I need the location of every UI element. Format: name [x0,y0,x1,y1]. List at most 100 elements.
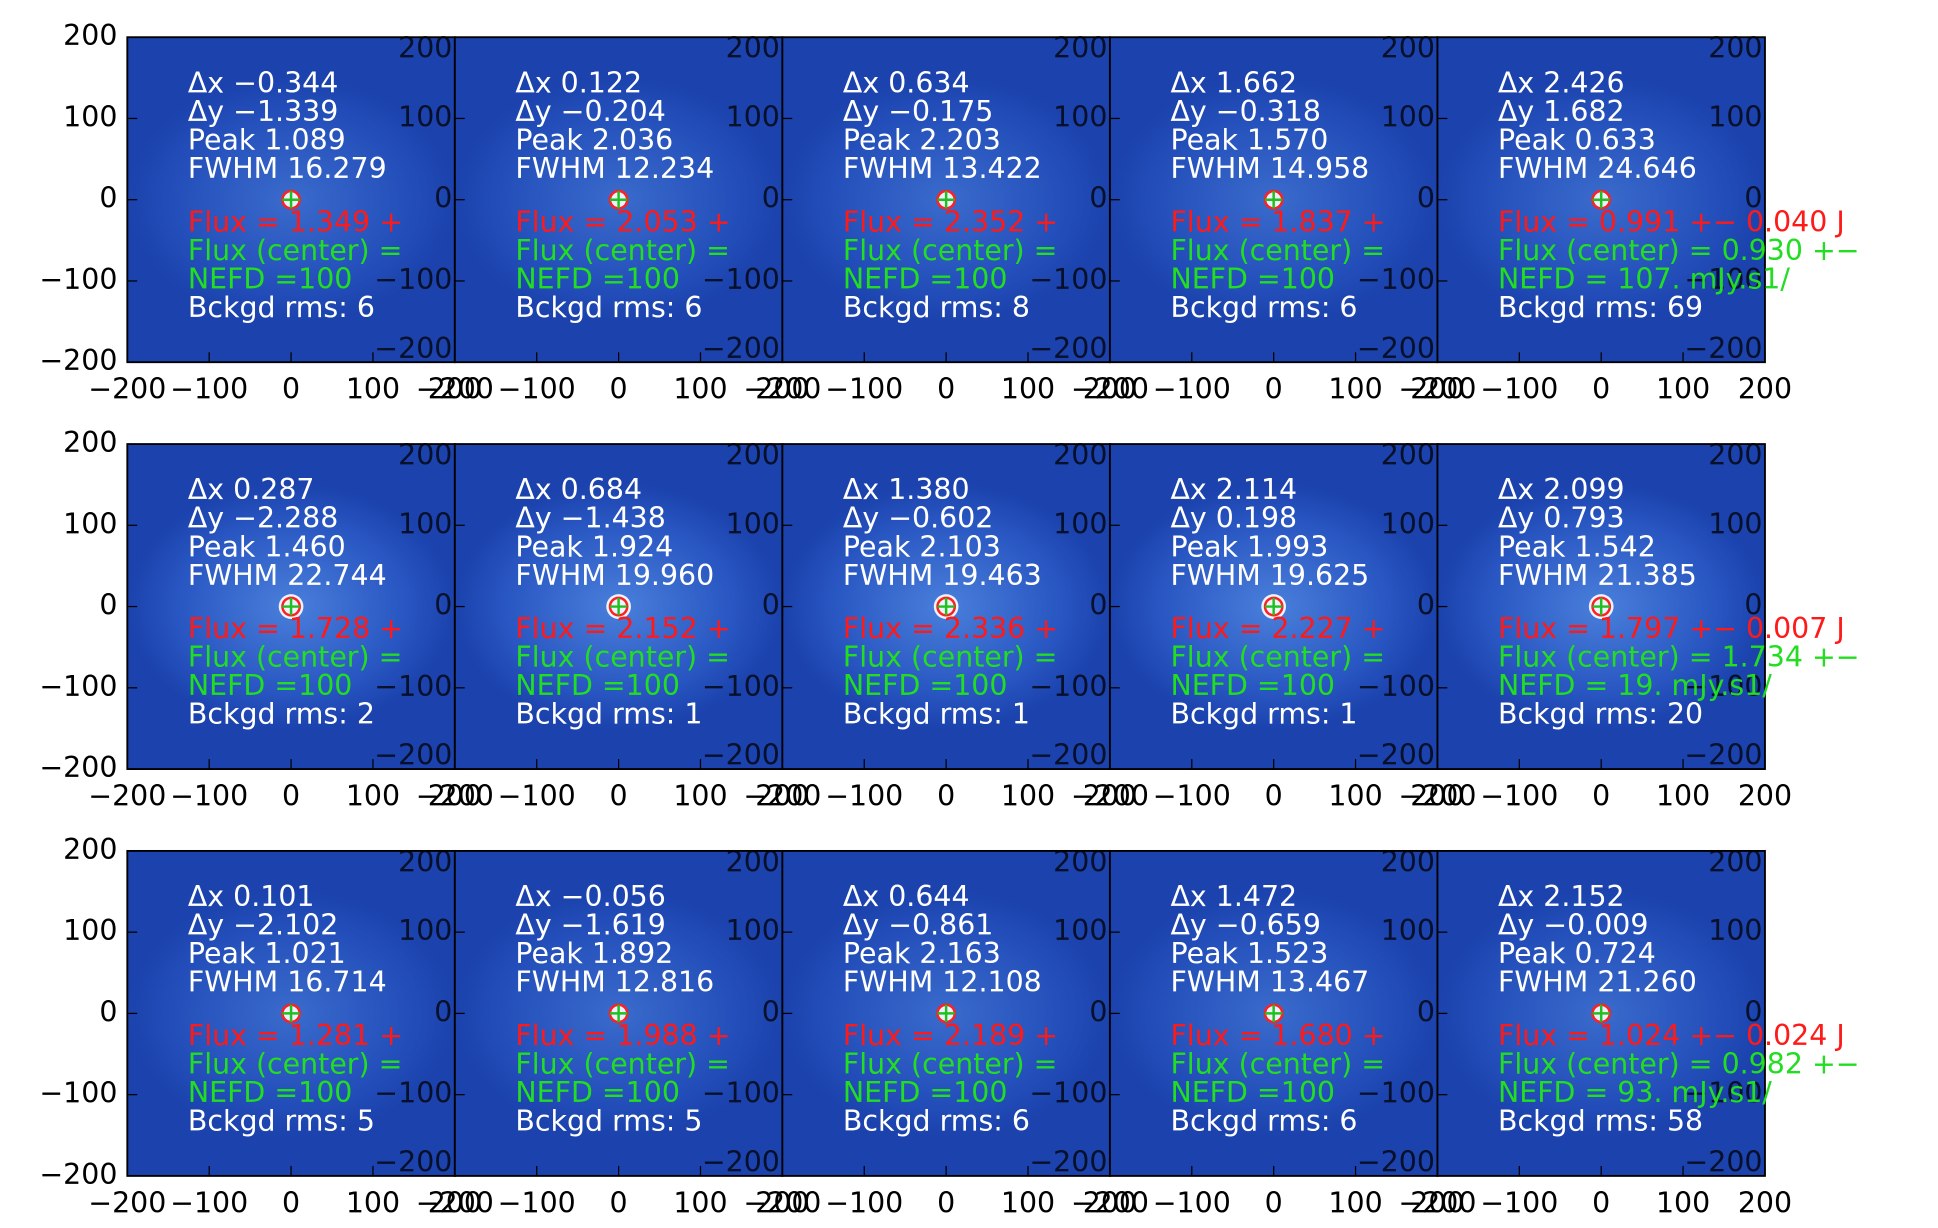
y-tick-label: 100 [63,914,117,947]
panel: −200−200−200−100−100−1000001001001002002… [39,19,482,406]
panel-annotation: Δy 0.793 [1498,502,1625,535]
right-tick-label: 100 [1381,507,1435,540]
panel-annotation: Δx 0.634 [843,66,970,99]
right-tick-label: 200 [726,845,780,878]
y-tick-label: −200 [39,1158,117,1191]
panel-annotation: FWHM 19.960 [515,559,714,592]
panel-annotation: Δx 0.101 [188,880,315,913]
right-tick-label: 100 [726,914,780,947]
x-tick-label: 100 [1328,373,1382,406]
panel-annotation: Peak 2.103 [843,530,1001,563]
panel-annotation: Flux (center) = [843,234,1058,267]
right-tick-label: 200 [398,438,452,471]
panel-annotation: NEFD =100 [1170,1076,1335,1109]
x-tick-label: 100 [1656,373,1710,406]
right-tick-label: 200 [398,845,452,878]
panel-annotation: Bckgd rms: 5 [188,1105,375,1138]
panel-annotation: FWHM 13.467 [1170,966,1369,999]
panel-annotation: NEFD =100 [515,262,680,295]
y-tick-label: −200 [39,751,117,784]
panel-annotation: FWHM 12.816 [515,966,714,999]
panel-annotation: FWHM 21.260 [1498,966,1697,999]
x-tick-label: −100 [825,1186,903,1219]
right-tick-label: 100 [1053,914,1107,947]
panel-annotation: Δx 0.287 [188,473,315,506]
panel-annotation: Bckgd rms: 20 [1498,698,1703,731]
x-tick-label: 0 [610,373,628,406]
panel-annotation: Flux = 0.991 +− 0.040 J [1498,205,1845,238]
right-tick-label: −100 [1357,670,1435,703]
x-tick-label: 100 [346,373,400,406]
panel-annotation: Flux (center) = [1170,641,1385,674]
right-tick-label: −200 [702,1145,780,1178]
x-tick-label: −200 [88,1186,166,1219]
x-tick-label: 200 [428,1186,482,1219]
panel-annotation: Δy −0.175 [843,95,993,128]
x-tick-label: −100 [1480,1186,1558,1219]
right-tick-label: 100 [1708,507,1762,540]
right-tick-label: −100 [374,263,452,296]
panel-annotation: Flux = 2.053 + [515,205,730,238]
x-tick-label: −100 [1153,373,1231,406]
x-tick-label: 0 [1265,1186,1283,1219]
x-tick-label: 0 [610,780,628,813]
panel-annotation: Bckgd rms: 6 [188,291,375,324]
panel-annotation: NEFD =100 [188,669,353,702]
panel-annotation: Δy −2.102 [188,909,338,942]
right-tick-label: −200 [702,332,780,365]
x-tick-label: −200 [416,1186,494,1219]
x-tick-label: 100 [1001,780,1055,813]
panel-annotation: Peak 1.523 [1170,937,1328,970]
panel-annotation: Δy −1.339 [188,95,338,128]
panel-annotation: NEFD =100 [1170,262,1335,295]
right-tick-label: 100 [398,914,452,947]
x-tick-label: 100 [673,1186,727,1219]
y-tick-label: 0 [99,182,117,215]
y-tick-label: 0 [99,995,117,1028]
x-tick-label: −200 [743,780,821,813]
panel-annotation: Δy 1.682 [1498,95,1625,128]
panel-annotation: Bckgd rms: 8 [843,291,1030,324]
panel-annotation: Peak 1.542 [1498,530,1656,563]
right-tick-label: −200 [374,739,452,772]
panel-annotation: Bckgd rms: 69 [1498,291,1703,324]
x-tick-label: −200 [1398,780,1476,813]
panel-annotation: FWHM 24.646 [1498,152,1697,185]
right-tick-label: 0 [1744,182,1762,215]
panel-annotation: Δx 0.644 [843,880,970,913]
panel-annotation: Δy −0.318 [1170,95,1320,128]
right-tick-label: −200 [1029,332,1107,365]
x-tick-label: 100 [346,780,400,813]
right-tick-label: 0 [1089,995,1107,1028]
panel-annotation: Peak 1.089 [188,123,346,156]
panel-annotation: NEFD =100 [188,1076,353,1109]
right-tick-label: −200 [1029,739,1107,772]
x-tick-label: −100 [825,373,903,406]
right-tick-label: 100 [1708,100,1762,133]
right-tick-label: −200 [1029,1145,1107,1178]
right-tick-label: −100 [1029,263,1107,296]
panel-annotation: Flux (center) = [515,1047,730,1080]
panel-annotation: Flux (center) = [515,641,730,674]
right-tick-label: 0 [762,182,780,215]
panel-annotation: Flux (center) = [1170,1047,1385,1080]
x-tick-label: 200 [1083,780,1137,813]
panel-annotation: Flux (center) = [188,234,403,267]
panel-annotation: Peak 1.021 [188,937,346,970]
panel-annotation: Δx 1.662 [1170,66,1297,99]
x-tick-label: 100 [1656,1186,1710,1219]
panel-annotation: Flux = 1.797 +− 0.007 J [1498,612,1845,645]
panel-annotation: Flux = 1.024 +− 0.024 J [1498,1019,1845,1052]
panel-annotation: Δx 2.152 [1498,880,1625,913]
y-tick-label: −100 [39,263,117,296]
x-tick-label: 0 [282,373,300,406]
x-tick-label: 200 [428,373,482,406]
right-tick-label: 200 [1708,32,1762,65]
panel-annotation: Flux = 2.152 + [515,612,730,645]
panel-annotation: Bckgd rms: 6 [1170,291,1357,324]
